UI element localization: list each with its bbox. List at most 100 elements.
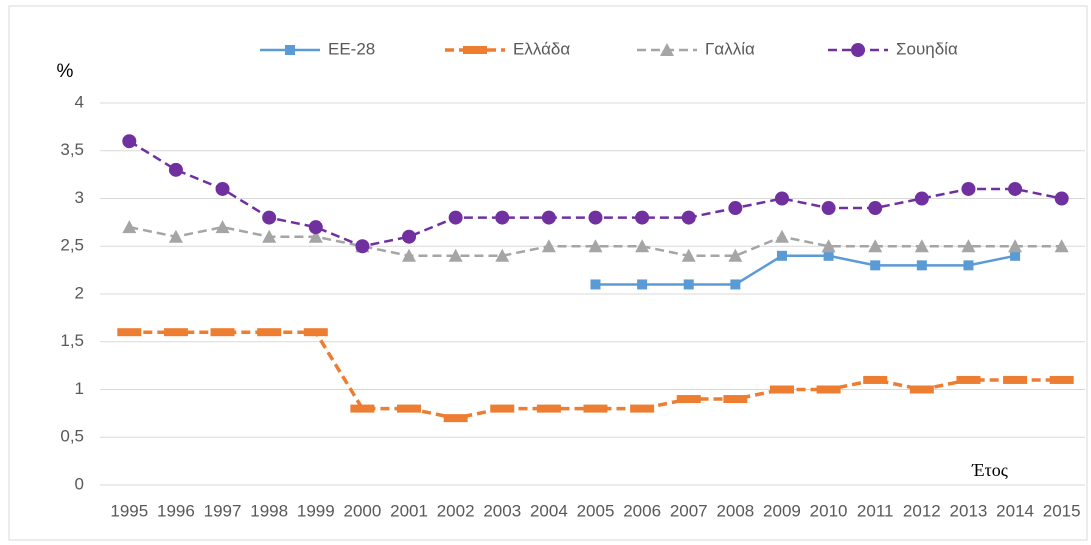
data-point <box>821 201 836 216</box>
data-point <box>402 229 417 244</box>
legend-label: Ελλάδα <box>513 39 570 58</box>
data-point <box>308 229 323 243</box>
data-point <box>590 279 601 290</box>
data-point <box>816 385 841 394</box>
legend-marker <box>851 43 865 57</box>
x-tick-label: 2008 <box>716 501 754 520</box>
data-point <box>821 239 836 253</box>
data-point <box>210 328 235 337</box>
data-point <box>914 239 929 253</box>
x-tick-label: 1997 <box>204 501 242 520</box>
x-tick-label: 2009 <box>763 501 801 520</box>
x-tick-label: 2011 <box>857 501 894 520</box>
data-point <box>163 328 188 337</box>
x-tick-label: 1995 <box>110 501 148 520</box>
x-tick-label: 1998 <box>250 501 288 520</box>
y-tick-label: 1 <box>75 379 84 398</box>
x-tick-label: 2012 <box>903 501 941 520</box>
data-point <box>443 414 468 423</box>
data-point <box>723 395 748 404</box>
legend-label: ΕΕ-28 <box>328 39 375 58</box>
data-point <box>303 328 328 337</box>
x-tick-label: 2000 <box>343 501 381 520</box>
data-point <box>350 404 375 413</box>
data-point <box>823 250 834 261</box>
x-tick-label: 2001 <box>390 501 428 520</box>
y-tick-label: 4 <box>75 92 84 111</box>
data-point <box>448 210 463 225</box>
y-tick-label: 3 <box>75 188 84 207</box>
data-point <box>215 181 230 196</box>
data-point <box>1003 375 1028 384</box>
data-point <box>769 385 794 394</box>
data-point <box>122 220 137 234</box>
data-point <box>676 395 701 404</box>
data-point <box>916 260 927 271</box>
data-point <box>536 404 561 413</box>
x-tick-label: 2005 <box>577 501 615 520</box>
data-point <box>168 229 183 243</box>
data-point <box>1054 239 1069 253</box>
data-point <box>956 375 981 384</box>
data-point <box>541 210 556 225</box>
data-point <box>1049 375 1074 384</box>
x-tick-label: 2015 <box>1043 501 1081 520</box>
data-point <box>635 239 650 253</box>
data-point <box>914 191 929 206</box>
data-point <box>1010 250 1021 261</box>
data-point <box>681 210 696 225</box>
data-point <box>961 181 976 196</box>
y-tick-label: 3,5 <box>60 140 84 159</box>
data-point <box>635 210 650 225</box>
data-point <box>961 239 976 253</box>
x-tick-label: 2004 <box>530 501 568 520</box>
data-point <box>728 248 743 262</box>
x-tick-label: 2003 <box>483 501 521 520</box>
data-point <box>909 385 934 394</box>
data-point <box>863 375 888 384</box>
data-point <box>730 279 741 290</box>
x-tick-label: 2007 <box>670 501 708 520</box>
legend-label: Γαλλία <box>705 39 755 58</box>
data-point <box>308 220 323 235</box>
data-point <box>117 328 142 337</box>
x-tick-label: 2002 <box>437 501 475 520</box>
data-point <box>122 134 137 149</box>
y-tick-label: 2,5 <box>60 236 84 255</box>
data-point <box>728 201 743 216</box>
legend-label: Σουηδία <box>896 39 958 58</box>
y-tick-label: 2 <box>75 283 84 302</box>
data-point <box>1054 191 1069 206</box>
data-point <box>1008 239 1023 253</box>
data-point <box>868 239 883 253</box>
data-point <box>637 279 648 290</box>
data-point <box>583 404 608 413</box>
data-point <box>495 210 510 225</box>
series-line <box>129 225 1062 258</box>
x-axis-label: Έτος <box>971 460 1008 480</box>
data-point <box>776 250 787 261</box>
data-point <box>774 191 789 206</box>
x-tick-label: 2013 <box>950 501 988 520</box>
series-line <box>595 254 1016 286</box>
data-point <box>870 260 881 271</box>
data-point <box>963 260 974 271</box>
data-point <box>257 328 282 337</box>
data-point <box>448 248 463 262</box>
y-tick-label: 1,5 <box>60 331 84 350</box>
data-point <box>588 239 603 253</box>
x-tick-label: 1999 <box>297 501 335 520</box>
y-axis-label: % <box>57 61 74 82</box>
data-point <box>262 210 277 225</box>
data-point <box>490 404 515 413</box>
legend-marker <box>463 46 487 54</box>
data-point <box>868 201 883 216</box>
data-point <box>774 229 789 243</box>
x-tick-label: 2010 <box>810 501 848 520</box>
data-point <box>681 248 696 262</box>
data-point <box>355 239 370 254</box>
legend-marker <box>285 45 295 55</box>
data-point <box>541 239 556 253</box>
data-point <box>402 248 417 262</box>
